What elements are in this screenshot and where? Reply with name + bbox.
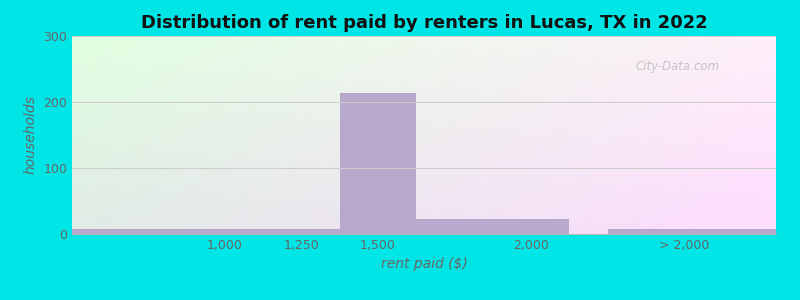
Y-axis label: households: households bbox=[24, 96, 38, 174]
Bar bbox=[340, 93, 416, 234]
Bar bbox=[416, 220, 570, 234]
Bar bbox=[72, 230, 302, 234]
Bar bbox=[302, 230, 378, 234]
Bar bbox=[608, 230, 776, 234]
Title: Distribution of rent paid by renters in Lucas, TX in 2022: Distribution of rent paid by renters in … bbox=[141, 14, 707, 32]
X-axis label: rent paid ($): rent paid ($) bbox=[381, 257, 467, 272]
Text: City-Data.com: City-Data.com bbox=[635, 60, 719, 73]
